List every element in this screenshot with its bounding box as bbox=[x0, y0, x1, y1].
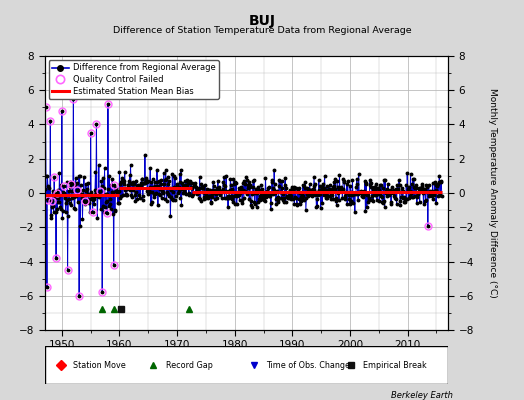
Text: BUJ: BUJ bbox=[248, 14, 276, 28]
Text: Station Move: Station Move bbox=[73, 360, 126, 370]
Text: Record Gap: Record Gap bbox=[166, 360, 212, 370]
Text: Empirical Break: Empirical Break bbox=[363, 360, 427, 370]
Y-axis label: Monthly Temperature Anomaly Difference (°C): Monthly Temperature Anomaly Difference (… bbox=[488, 88, 497, 298]
Text: Difference of Station Temperature Data from Regional Average: Difference of Station Temperature Data f… bbox=[113, 26, 411, 35]
Text: Berkeley Earth: Berkeley Earth bbox=[391, 391, 453, 400]
Legend: Difference from Regional Average, Quality Control Failed, Estimated Station Mean: Difference from Regional Average, Qualit… bbox=[49, 60, 219, 99]
Text: Time of Obs. Change: Time of Obs. Change bbox=[266, 360, 351, 370]
